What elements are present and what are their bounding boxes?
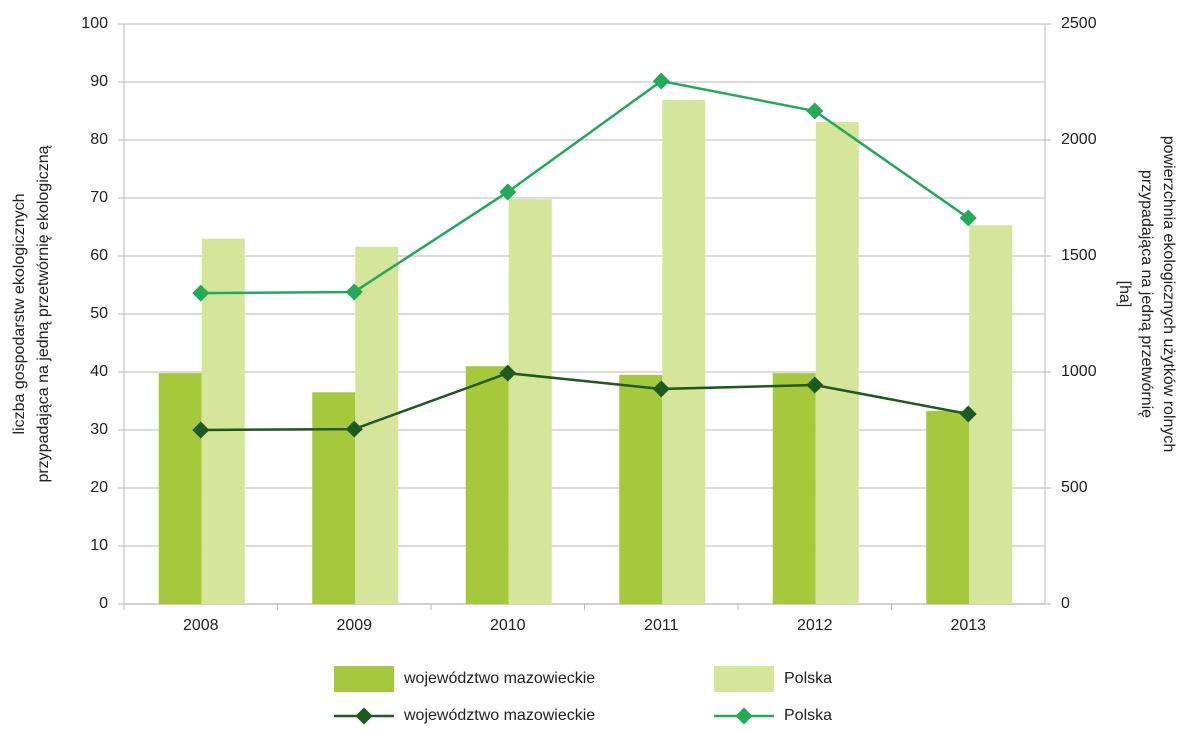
legend-swatch (714, 666, 774, 692)
legend-marker (735, 707, 753, 725)
bar (662, 99, 706, 604)
line-marker (959, 209, 977, 227)
legend-label: Polska (784, 707, 832, 724)
y2-tick-label: 1500 (1061, 247, 1097, 264)
y-tick-label: 40 (90, 363, 108, 380)
y-tick-label: 10 (90, 537, 108, 554)
y-axis-title: przypadająca na jedną przetwórnię ekolog… (35, 145, 52, 482)
line-marker (652, 380, 670, 398)
y2-tick-label: 2500 (1061, 15, 1097, 32)
y-tick-label: 30 (90, 421, 108, 438)
line-marker (192, 284, 210, 302)
x-tick-label: 2008 (183, 617, 219, 634)
y2-tick-label: 0 (1061, 595, 1070, 612)
line-marker (959, 405, 977, 423)
line-marker (499, 364, 517, 382)
line-marker (345, 283, 363, 301)
bar (508, 199, 552, 604)
bar (158, 373, 202, 604)
y2-axis-title: przypadająca na jedną przetwórnię (1138, 170, 1155, 418)
line-marker (806, 376, 824, 394)
line-marker (345, 420, 363, 438)
y-tick-label: 90 (90, 73, 108, 90)
bar (619, 374, 663, 604)
bar (201, 238, 245, 604)
line-marker (192, 421, 210, 439)
y-tick-label: 100 (81, 15, 108, 32)
y2-axis-title: [ha] (1116, 281, 1133, 308)
legend-marker (355, 707, 373, 725)
bar (815, 122, 859, 605)
line (200, 371, 969, 432)
x-tick-label: 2010 (490, 617, 526, 634)
y-tick-label: 80 (90, 131, 108, 148)
bar (926, 410, 970, 604)
x-tick-label: 2011 (644, 617, 679, 634)
x-tick-label: 2009 (336, 617, 372, 634)
y-tick-label: 60 (90, 247, 108, 264)
x-tick-label: 2012 (797, 617, 833, 634)
bar (312, 392, 356, 604)
bar (772, 373, 816, 604)
y2-axis-title: powierzchnia ekologicznych użytków rolny… (1160, 136, 1177, 453)
bar (465, 366, 509, 604)
line-marker (806, 102, 824, 120)
y-tick-label: 20 (90, 479, 108, 496)
y-tick-label: 70 (90, 189, 108, 206)
bar (969, 225, 1013, 604)
legend-label: województwo mazowieckie (403, 670, 595, 687)
y2-tick-label: 500 (1061, 479, 1088, 496)
y2-tick-label: 2000 (1061, 131, 1097, 148)
line-marker (652, 72, 670, 90)
line (200, 79, 969, 295)
legend-swatch (334, 666, 394, 692)
x-tick-label: 2013 (950, 617, 986, 634)
legend-label: Polska (784, 670, 832, 687)
y-tick-label: 50 (90, 305, 108, 322)
line-marker (499, 183, 517, 201)
legend-label: województwo mazowieckie (403, 707, 595, 724)
y-tick-label: 0 (99, 595, 108, 612)
y2-tick-label: 1000 (1061, 363, 1097, 380)
y-axis-title: liczba gospodarstw ekologicznych (11, 193, 28, 434)
